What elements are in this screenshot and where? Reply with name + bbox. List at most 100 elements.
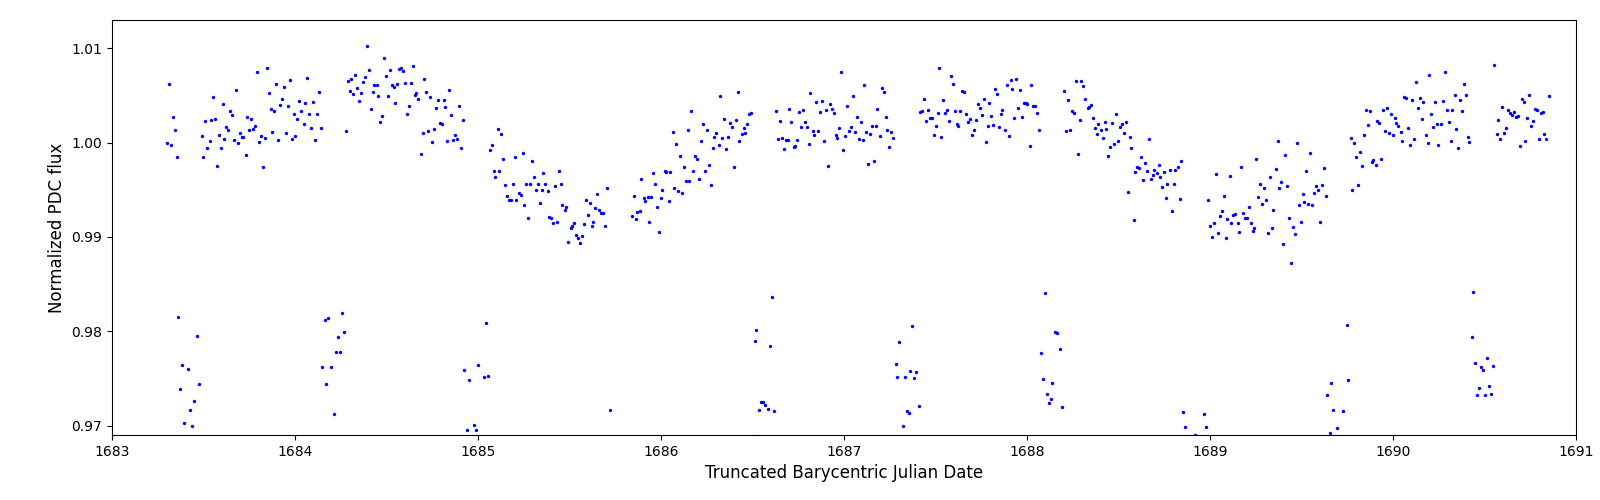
Point (181, 397, 206, 405)
Point (1394, 94, 1419, 102)
Point (936, 116, 962, 124)
Point (744, 326, 770, 334)
Point (1318, 379, 1344, 387)
Point (1018, 142, 1043, 150)
Point (814, 162, 840, 170)
Point (1302, 182, 1328, 190)
Point (1030, 375, 1056, 383)
Point (1320, 406, 1346, 414)
Point (1462, 359, 1488, 367)
Point (1464, 391, 1490, 399)
Point (285, 114, 310, 122)
Point (170, 361, 195, 369)
Point (864, 105, 890, 113)
Point (1154, 194, 1179, 202)
Point (1315, 390, 1341, 398)
Point (888, 432, 914, 440)
Point (1283, 139, 1309, 147)
Point (1237, 203, 1262, 211)
Point (579, 222, 605, 230)
Point (1029, 348, 1054, 356)
Point (475, 372, 501, 380)
Point (1190, 450, 1216, 458)
Point (264, 80, 290, 88)
Point (1307, 218, 1333, 226)
Point (1038, 396, 1064, 404)
Point (426, 96, 451, 104)
Point (422, 104, 448, 112)
Point (565, 234, 590, 241)
Point (674, 176, 699, 184)
Point (650, 186, 675, 194)
Point (558, 224, 584, 232)
Point (1430, 97, 1456, 105)
Point (1461, 288, 1486, 296)
Point (1371, 106, 1397, 114)
Point (782, 142, 808, 150)
Point (1398, 96, 1424, 104)
Point (1176, 477, 1202, 485)
Point (410, 130, 435, 138)
Point (896, 409, 922, 417)
Point (1117, 132, 1142, 140)
Point (301, 98, 326, 106)
Point (1106, 137, 1131, 145)
Point (360, 88, 386, 96)
Point (963, 116, 989, 124)
Point (917, 114, 942, 122)
Point (1477, 382, 1502, 390)
Point (1026, 126, 1051, 134)
Point (1528, 109, 1554, 117)
Point (1138, 175, 1163, 183)
Point (806, 127, 832, 135)
Point (947, 108, 973, 116)
Point (1482, 61, 1507, 69)
Point (670, 162, 696, 170)
Point (1392, 92, 1418, 100)
Point (602, 448, 627, 456)
Point (438, 112, 464, 120)
Point (267, 101, 293, 109)
Point (576, 200, 602, 207)
Point (1062, 76, 1088, 84)
Point (261, 106, 286, 114)
Point (1339, 186, 1365, 194)
Point (840, 92, 866, 100)
Point (1480, 362, 1506, 370)
Point (690, 120, 715, 128)
Point (1355, 120, 1381, 128)
Point (278, 134, 304, 142)
Point (1520, 116, 1546, 124)
Point (1187, 467, 1213, 475)
Point (1518, 122, 1544, 130)
Point (1221, 211, 1246, 219)
Point (678, 107, 704, 115)
Point (168, 385, 194, 393)
Point (1043, 330, 1069, 338)
Point (688, 136, 714, 144)
Point (235, 114, 261, 122)
Point (482, 167, 507, 175)
Point (1230, 209, 1256, 217)
Point (594, 184, 619, 192)
Point (811, 136, 837, 144)
Point (1531, 130, 1557, 138)
Point (541, 218, 566, 226)
Point (738, 108, 763, 116)
Point (398, 80, 424, 88)
Point (677, 178, 702, 186)
Point (1141, 166, 1166, 174)
Point (258, 105, 283, 113)
Point (515, 214, 541, 222)
Point (1211, 192, 1237, 200)
Point (869, 84, 894, 92)
Point (458, 440, 483, 448)
Point (1378, 110, 1403, 118)
Point (862, 122, 888, 130)
Point (403, 88, 429, 96)
Point (346, 98, 371, 106)
Point (533, 180, 558, 188)
Point (1195, 196, 1221, 204)
Point (600, 442, 626, 450)
Point (1165, 163, 1190, 171)
